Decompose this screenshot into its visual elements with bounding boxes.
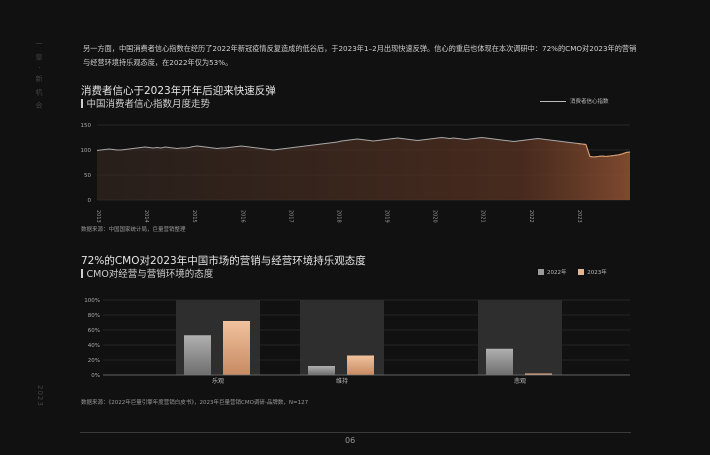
legend-swatch-2023 (578, 269, 585, 275)
chart2-ytick-label: 100% (84, 298, 100, 304)
chart2-ytick-label: 80% (88, 313, 100, 319)
bar-2022 (486, 348, 513, 375)
chart2-ytick-label: 0% (91, 373, 100, 379)
chart2-ytick-label: 40% (88, 343, 100, 349)
chart1-title: 消费者信心于2023年开年后迎来快速反弹 (81, 85, 276, 97)
chart2-ytick-label: 20% (88, 358, 100, 364)
chart1-ytick-label: 100 (81, 148, 92, 154)
chart2-subtitle-text: CMO对经营与营销环境的态度 (86, 269, 214, 280)
chart1-xtick-label: 2021 (480, 210, 486, 223)
chart1-line (96, 136, 631, 158)
sidebar-year-text: 2023 (36, 385, 44, 407)
chart2-category-label: 维持 (336, 377, 348, 385)
bar-2023 (223, 321, 250, 375)
chart1-xtick-label: 2014 (143, 210, 149, 223)
chart1-source: 数据来源：中国国家统计局，巨量营销整理 (81, 227, 186, 233)
chart2-source: 数据来源：《2022年巨量引擎年度营销白皮书》，2023年巨量营销CMO调研-品… (81, 400, 309, 406)
bar-2022 (184, 335, 211, 375)
sidebar-vertical-text: 一 章 · 新 机 会 (35, 40, 43, 111)
chart1-xtick-label: 2015 (191, 210, 197, 223)
footer-divider (80, 432, 631, 433)
chart2-category-label: 悲观 (514, 377, 526, 385)
chart2-legend: 2022年 2023年 (538, 268, 607, 276)
chart1-line-recent (577, 143, 631, 158)
chart1-xtick-label: 2022 (528, 210, 534, 223)
legend-line-swatch (540, 101, 566, 102)
legend-label-2022: 2022年 (547, 270, 567, 276)
bar-2023 (347, 355, 374, 375)
chart1-xtick-label: 2018 (335, 210, 341, 223)
chart1-legend-label: 消费者信心指数 (570, 99, 609, 105)
legend-swatch-2022 (538, 269, 544, 275)
subtitle-marker (81, 269, 83, 278)
chart1-ytick-label: 0 (88, 198, 92, 204)
chart2-ytick-label: 60% (88, 328, 100, 334)
subtitle-marker (81, 99, 83, 108)
chart1-xtick-label: 2019 (384, 210, 390, 223)
chart1-xtick-label: 2023 (576, 210, 582, 223)
chart1-subtitle: 中国消费者信心指数月度走势 (81, 96, 210, 110)
bar-2023 (525, 373, 552, 375)
legend-label-2023: 2023年 (587, 270, 607, 276)
chart1-subtitle-text: 中国消费者信心指数月度走势 (86, 99, 211, 110)
chart1-ytick-label: 50 (84, 173, 91, 179)
chart2-title: 72%的CMO对2023年中国市场的营销与经营环境持乐观态度 (81, 255, 366, 267)
page-number: 06 (345, 436, 356, 445)
chart1-xtick-label: 2020 (432, 210, 438, 223)
chart2-subtitle: CMO对经营与营销环境的态度 (81, 266, 213, 280)
chart2-category-label: 乐观 (212, 378, 224, 385)
bar-2022 (308, 366, 335, 375)
intro-paragraph: 另一方面，中国消费者信心指数在经历了2022年新冠疫情反复造成的低谷后，于202… (83, 44, 637, 67)
chart1-xtick-label: 2017 (287, 210, 293, 223)
chart1-ytick-label: 150 (81, 123, 92, 129)
chart1-xtick-label: 2013 (95, 210, 101, 223)
chart1-area (97, 137, 630, 200)
chart1-legend: 消费者信心指数 (540, 97, 609, 105)
chart1-xtick-label: 2016 (239, 210, 245, 223)
